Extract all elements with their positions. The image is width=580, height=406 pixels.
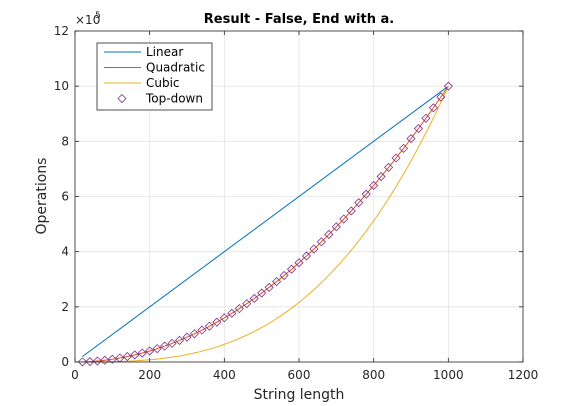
series-point-top-down bbox=[361, 189, 371, 199]
legend-box bbox=[96, 42, 213, 111]
series-point-top-down bbox=[234, 304, 244, 314]
series-line-cubic bbox=[82, 85, 449, 363]
series-point-top-down bbox=[107, 354, 117, 364]
x-tick-label: 1200 bbox=[508, 368, 539, 382]
series-point-top-down bbox=[346, 206, 356, 216]
legend-label-linear: Linear bbox=[146, 45, 183, 59]
series-point-top-down bbox=[264, 282, 274, 292]
series-point-top-down bbox=[369, 180, 379, 191]
series-line-linear bbox=[82, 85, 449, 357]
series-point-top-down bbox=[182, 332, 192, 342]
series-point-top-down bbox=[384, 162, 394, 172]
legend-label-top-down: Top-down bbox=[145, 92, 203, 106]
series-point-top-down bbox=[286, 264, 297, 274]
series-point-top-down bbox=[257, 288, 267, 298]
series-point-top-down bbox=[331, 222, 341, 232]
series-point-top-down bbox=[204, 321, 214, 331]
y-tick-label: 6 bbox=[61, 190, 69, 204]
y-tick-label: 8 bbox=[61, 134, 69, 148]
series-point-top-down bbox=[160, 341, 170, 351]
x-tick-label: 400 bbox=[213, 368, 236, 382]
y-exponent-power: 5 bbox=[95, 11, 101, 21]
x-tick-label: 1000 bbox=[433, 368, 464, 382]
series-point-top-down bbox=[100, 355, 110, 365]
series-point-top-down bbox=[294, 258, 304, 268]
series-point-top-down bbox=[324, 229, 334, 240]
series-point-top-down bbox=[152, 344, 162, 354]
series-point-top-down bbox=[443, 81, 453, 91]
y-axis-label: Operations bbox=[34, 158, 50, 235]
series-point-top-down bbox=[406, 134, 416, 144]
series-point-top-down bbox=[301, 251, 312, 261]
series-point-top-down bbox=[421, 113, 431, 123]
series-point-top-down bbox=[137, 348, 147, 358]
series-point-top-down bbox=[428, 103, 438, 113]
y-exponent-base: ×10 bbox=[75, 13, 100, 27]
series-point-top-down bbox=[219, 313, 229, 323]
series-point-top-down bbox=[279, 270, 289, 281]
series-point-top-down bbox=[391, 153, 401, 163]
series-point-top-down bbox=[92, 356, 102, 366]
series-point-top-down bbox=[227, 308, 237, 318]
series-point-top-down bbox=[413, 123, 424, 134]
series-point-top-down bbox=[309, 244, 319, 254]
series-point-top-down bbox=[339, 214, 349, 224]
y-tick-label: 0 bbox=[61, 355, 69, 369]
series-point-top-down bbox=[174, 335, 185, 345]
series-point-top-down bbox=[77, 357, 88, 367]
series-point-top-down bbox=[272, 277, 282, 287]
series-layer bbox=[77, 81, 453, 367]
series-point-top-down bbox=[376, 171, 386, 182]
series-point-top-down bbox=[212, 317, 222, 327]
tick-layer: 0 200 400 600 800 1000 1200 0 2 4 6 8 10 12 bbox=[54, 24, 539, 382]
series-point-top-down bbox=[242, 299, 252, 309]
series-point-top-down bbox=[249, 293, 259, 304]
x-tick-label: 200 bbox=[138, 368, 161, 382]
x-axis-label: String length bbox=[254, 387, 345, 403]
legend-label-quadratic: Quadratic bbox=[146, 61, 205, 75]
series-point-top-down bbox=[130, 350, 140, 360]
series-point-top-down bbox=[122, 352, 132, 362]
series-point-top-down bbox=[354, 198, 364, 208]
y-tick-label: 2 bbox=[61, 300, 69, 314]
x-tick-label: 800 bbox=[362, 368, 385, 382]
series-point-top-down bbox=[436, 92, 446, 102]
x-tick-label: 0 bbox=[71, 368, 79, 382]
y-tick-label: 12 bbox=[54, 24, 69, 38]
series-point-top-down bbox=[145, 346, 155, 356]
series-point-top-down bbox=[85, 356, 95, 367]
series-point-top-down bbox=[167, 338, 177, 348]
y-tick-label: 4 bbox=[61, 245, 69, 259]
series-point-top-down bbox=[398, 143, 409, 153]
y-exponent: ×10 5 bbox=[75, 11, 101, 27]
chart-title: Result - False, End with a. bbox=[204, 12, 394, 27]
legend-label-cubic: Cubic bbox=[146, 76, 180, 90]
legend-swatch-top-down bbox=[117, 93, 127, 104]
series-line-quadratic bbox=[82, 85, 449, 363]
series-point-top-down bbox=[316, 237, 326, 247]
y-tick-label: 10 bbox=[54, 79, 69, 93]
x-tick-label: 600 bbox=[288, 368, 311, 382]
series-point-top-down bbox=[197, 325, 207, 335]
series-point-top-down bbox=[189, 329, 200, 339]
